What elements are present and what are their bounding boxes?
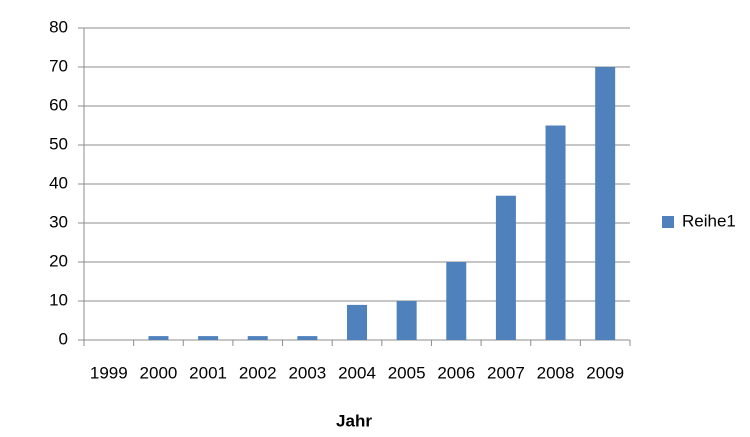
- y-tick-label: 50: [49, 134, 68, 153]
- x-tick-label: 2004: [338, 363, 376, 382]
- bar: [396, 301, 417, 340]
- y-tick-label: 70: [49, 56, 68, 75]
- y-tick-label: 60: [49, 95, 68, 114]
- x-tick-label: 2001: [189, 363, 227, 382]
- x-tick-label: 2005: [388, 363, 426, 382]
- x-tick-label: 1999: [90, 363, 128, 382]
- y-tick-label: 0: [59, 329, 68, 348]
- legend-label: Reihe1: [682, 211, 736, 230]
- x-tick-label: 2003: [288, 363, 326, 382]
- bar: [198, 336, 219, 340]
- y-tick-label: 10: [49, 290, 68, 309]
- y-tick-label: 30: [49, 212, 68, 231]
- x-axis-label: Jahr: [336, 411, 372, 430]
- x-tick-label: 2007: [487, 363, 525, 382]
- bar: [247, 336, 268, 340]
- x-tick-label: 2002: [239, 363, 277, 382]
- bar: [297, 336, 318, 340]
- bar: [545, 125, 566, 340]
- x-tick-label: 2006: [437, 363, 475, 382]
- bar: [495, 195, 516, 340]
- bar: [595, 67, 616, 340]
- x-tick-label: 2000: [140, 363, 178, 382]
- bar: [347, 304, 367, 340]
- y-tick-label: 20: [49, 251, 68, 270]
- x-tick-label: 2008: [537, 363, 575, 382]
- bar: [446, 262, 467, 340]
- legend-swatch: [662, 216, 674, 228]
- y-tick-label: 80: [49, 17, 68, 36]
- x-tick-label: 2009: [586, 363, 624, 382]
- bar: [148, 336, 169, 340]
- y-tick-label: 40: [49, 173, 68, 192]
